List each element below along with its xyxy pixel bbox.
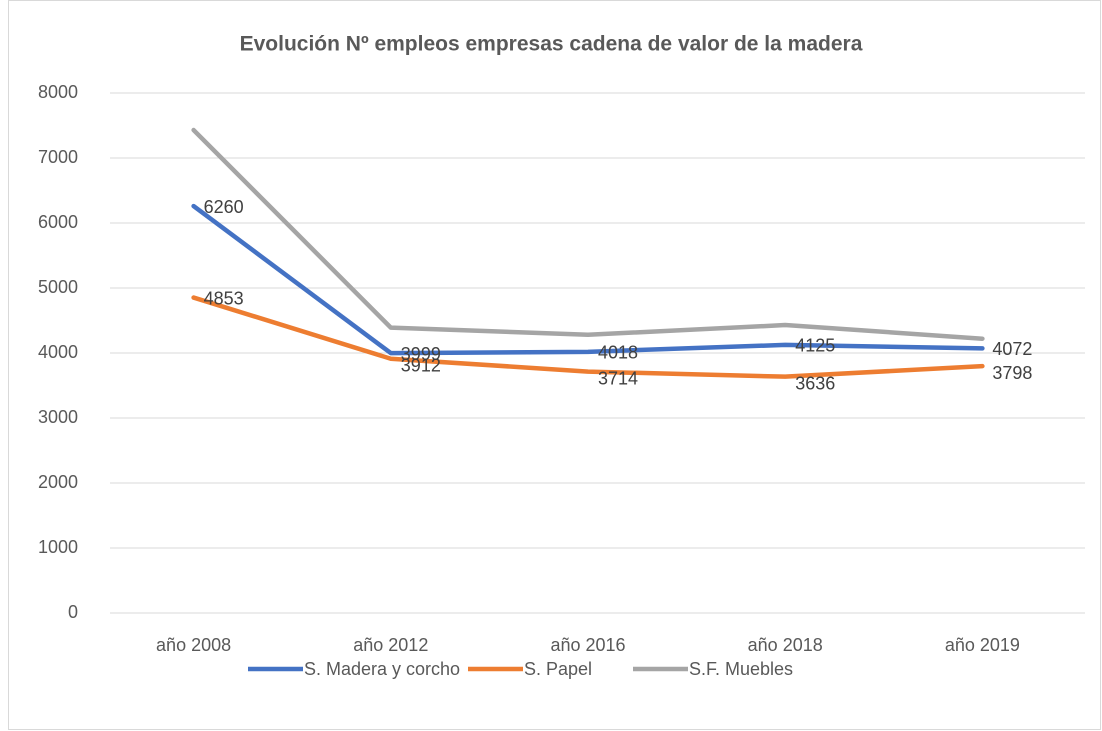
legend-label: S. Madera y corcho xyxy=(304,659,460,679)
y-tick-label: 3000 xyxy=(38,407,78,427)
x-tick-label: año 2012 xyxy=(353,635,428,655)
data-label: 4072 xyxy=(992,339,1032,359)
y-tick-label: 2000 xyxy=(38,472,78,492)
chart-title: Evolución Nº empleos empresas cadena de … xyxy=(240,33,863,56)
data-label: 3798 xyxy=(992,363,1032,383)
data-label: 4853 xyxy=(204,288,244,308)
series-line xyxy=(191,295,985,379)
x-tick-label: año 2008 xyxy=(156,635,231,655)
data-label: 4018 xyxy=(598,343,638,363)
y-tick-label: 5000 xyxy=(38,277,78,297)
data-label: 3636 xyxy=(795,373,835,393)
y-tick-label: 8000 xyxy=(38,82,78,102)
data-label: 4125 xyxy=(795,336,835,356)
chart-border xyxy=(8,0,1101,730)
x-tick-label: año 2018 xyxy=(748,635,823,655)
data-label: 3999 xyxy=(401,344,441,364)
y-tick-label: 1000 xyxy=(38,537,78,557)
y-tick-label: 4000 xyxy=(38,342,78,362)
data-label: 6260 xyxy=(204,197,244,217)
legend-label: S. Papel xyxy=(524,659,592,679)
data-label: 3714 xyxy=(598,368,638,388)
y-tick-label: 7000 xyxy=(38,147,78,167)
series-line xyxy=(191,127,985,341)
legend-label: S.F. Muebles xyxy=(689,659,793,679)
series-line xyxy=(191,203,985,356)
x-tick-label: año 2016 xyxy=(550,635,625,655)
y-tick-label: 6000 xyxy=(38,212,78,232)
x-tick-label: año 2019 xyxy=(945,635,1020,655)
data-label: 3912 xyxy=(401,355,441,375)
y-tick-label: 0 xyxy=(68,602,78,622)
